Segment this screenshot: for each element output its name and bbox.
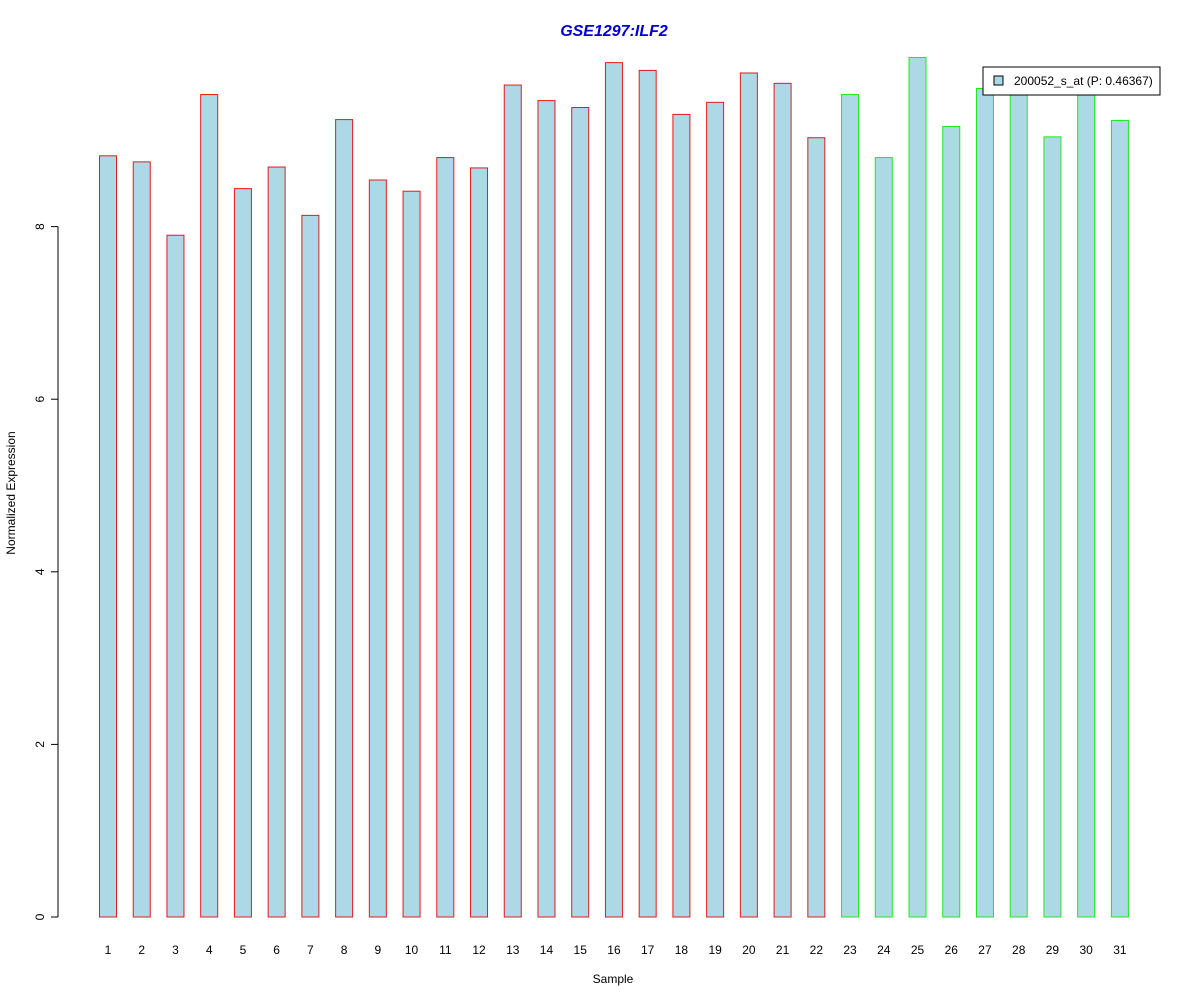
- x-tick-label: 15: [574, 943, 588, 957]
- legend-box: [982, 66, 1161, 96]
- x-tick-label: 29: [1046, 943, 1060, 957]
- x-tick-labels: 1 2 3 4 5 6 7 8 9 10 11 12 13 14 15 16 17 18 19 20 21 22 23 24 2…: [105, 943, 1127, 957]
- legend: 200052_s_at (P: 0.46367): [982, 66, 1161, 96]
- x-tick-label: 6: [273, 943, 280, 957]
- x-tick-label: 5: [240, 943, 247, 957]
- bar-sample-9: [368, 179, 387, 918]
- x-tick-label: 28: [1012, 943, 1026, 957]
- bar-sample-3: [166, 234, 185, 918]
- bar-sample-21: [773, 82, 792, 918]
- x-tick-label: 1: [105, 943, 112, 957]
- bar-sample-28: [1009, 89, 1028, 918]
- y-tick-label: 2: [33, 741, 47, 748]
- x-tick-label: 22: [810, 943, 824, 957]
- bar-sample-10: [402, 190, 421, 918]
- bar-sample-2: [132, 161, 151, 918]
- bar-sample-26: [942, 125, 961, 918]
- x-tick-label: 2: [138, 943, 145, 957]
- bar-sample-7: [301, 214, 320, 918]
- bar-sample-31: [1110, 119, 1129, 918]
- legend-swatch: [993, 75, 1004, 86]
- y-axis: 0 2 4 6 8: [33, 223, 59, 920]
- bar-sample-18: [672, 113, 691, 918]
- x-tick-label: 11: [439, 943, 452, 957]
- x-tick-label: 24: [877, 943, 891, 957]
- bar-sample-14: [537, 100, 556, 918]
- x-axis-label: Sample: [593, 972, 634, 986]
- y-tick-label: 8: [33, 223, 47, 230]
- bar-sample-22: [807, 137, 826, 918]
- x-tick-label: 26: [945, 943, 959, 957]
- x-tick-label: 19: [708, 943, 722, 957]
- bar-sample-12: [470, 167, 489, 918]
- x-tick-label: 31: [1113, 943, 1127, 957]
- x-tick-label: 14: [540, 943, 554, 957]
- bar-sample-29: [1043, 136, 1062, 918]
- x-tick-label: 20: [742, 943, 756, 957]
- bar-sample-1: [99, 155, 117, 918]
- x-tick-label: 27: [978, 943, 992, 957]
- chart-title: GSE1297:ILF2: [560, 23, 668, 40]
- x-tick-label: 21: [776, 943, 790, 957]
- bar-sample-6: [267, 166, 286, 918]
- bar-sample-19: [706, 101, 725, 918]
- bar-sample-16: [604, 62, 623, 918]
- x-tick-label: 12: [472, 943, 486, 957]
- legend-entry-label: 200052_s_at (P: 0.46367): [1014, 74, 1153, 88]
- bar-sample-25: [908, 56, 927, 918]
- bar-sample-5: [233, 188, 252, 918]
- x-tick-label: 9: [374, 943, 381, 957]
- x-tick-label: 7: [307, 943, 314, 957]
- y-tick-label: 6: [33, 396, 47, 403]
- bar-sample-4: [200, 94, 219, 918]
- bar-sample-13: [503, 84, 522, 918]
- bar-sample-8: [335, 119, 354, 918]
- x-tick-label: 3: [172, 943, 179, 957]
- bar-sample-20: [739, 72, 758, 918]
- x-tick-label: 30: [1079, 943, 1093, 957]
- x-tick-label: 17: [641, 943, 655, 957]
- y-tick-label: 0: [33, 913, 47, 920]
- x-tick-label: 8: [341, 943, 348, 957]
- x-tick-label: 13: [506, 943, 520, 957]
- x-tick-label: 25: [911, 943, 925, 957]
- bar-sample-23: [841, 94, 860, 918]
- bar-sample-24: [874, 157, 893, 918]
- x-tick-label: 18: [675, 943, 689, 957]
- bar-sample-27: [975, 88, 994, 918]
- bar-sample-11: [436, 157, 455, 918]
- x-tick-label: 10: [405, 943, 419, 957]
- x-tick-label: 4: [206, 943, 213, 957]
- x-tick-label: 23: [843, 943, 857, 957]
- y-tick-label: 4: [33, 568, 47, 575]
- bar-sample-17: [638, 69, 657, 918]
- bar-sample-30: [1077, 91, 1096, 918]
- bars-group: [99, 56, 1129, 918]
- y-axis-label: Normalized Expression: [4, 431, 18, 554]
- x-tick-label: 16: [607, 943, 621, 957]
- bar-sample-15: [571, 107, 590, 918]
